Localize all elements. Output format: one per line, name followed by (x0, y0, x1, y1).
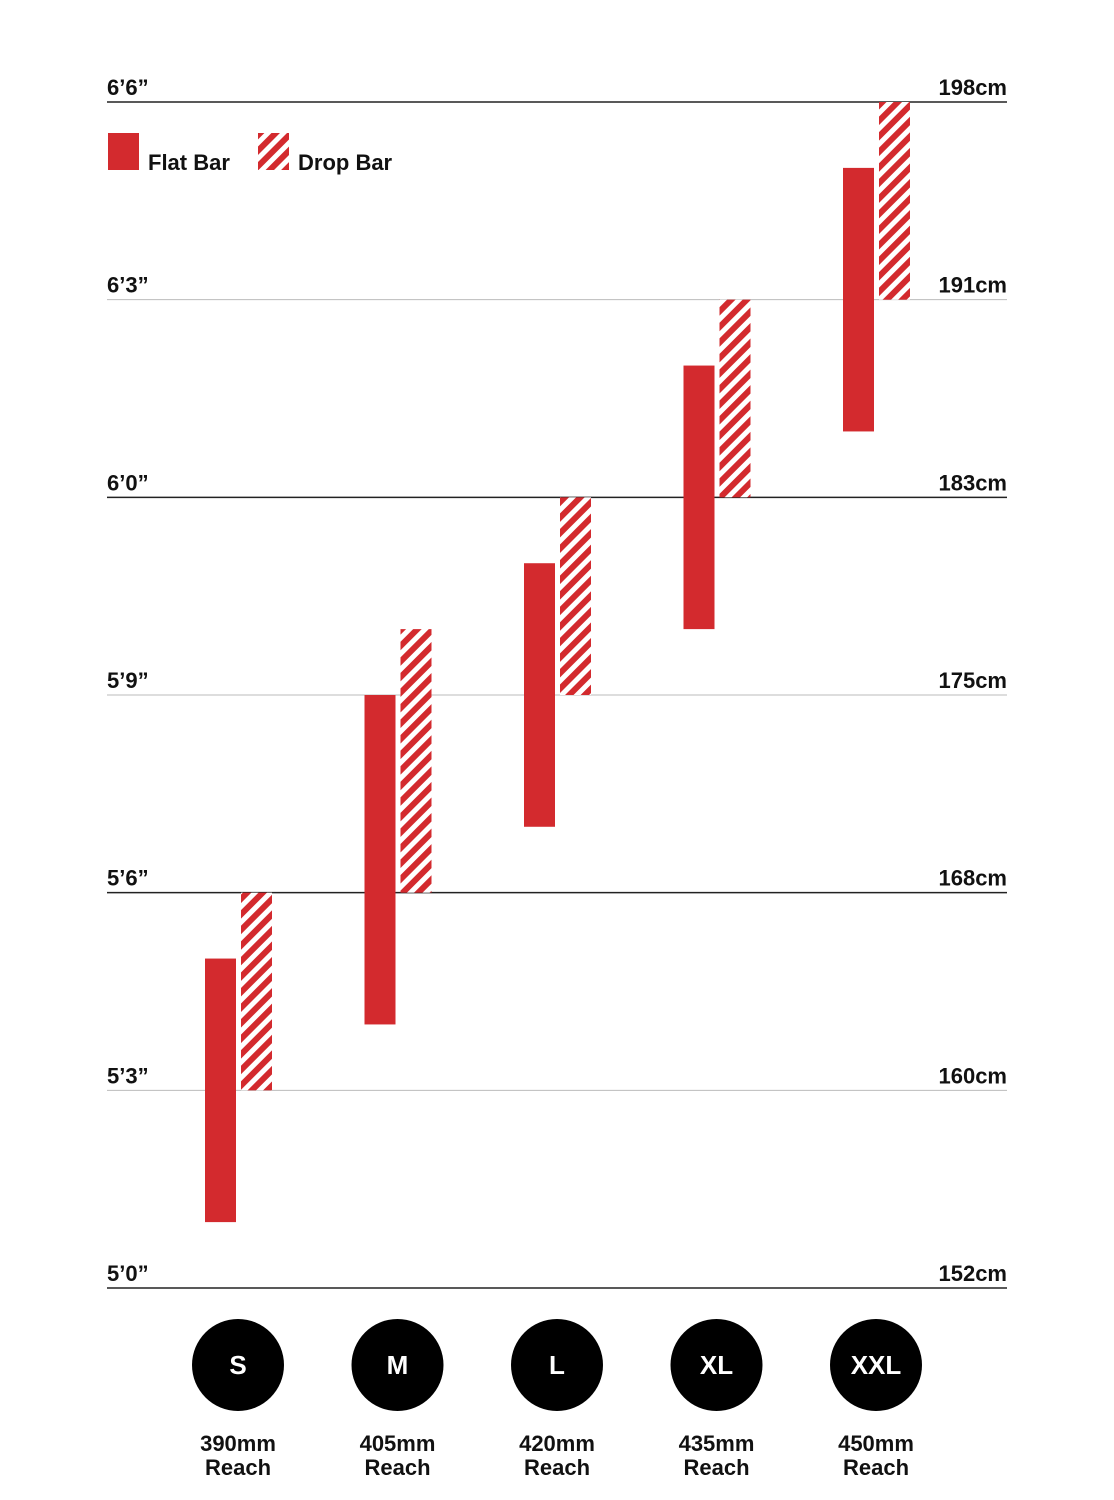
x-tick-label: S (229, 1350, 246, 1380)
range-bar (400, 629, 432, 893)
y-tick-label: 6’3” (107, 273, 149, 298)
reach-label: Reach (205, 1455, 271, 1480)
x-tick-label: L (549, 1350, 565, 1380)
range-bar (364, 695, 396, 1025)
y2-tick-label: 198cm (938, 75, 1007, 100)
legend-swatch (258, 133, 289, 170)
y2-tick-label: 168cm (938, 866, 1007, 891)
y-tick-label: 5’6” (107, 866, 149, 891)
range-bar (843, 167, 874, 432)
y-tick-label: 6’6” (107, 75, 149, 100)
y-tick-label: 6’0” (107, 470, 149, 495)
reach-value: 420mm (519, 1431, 595, 1456)
reach-value: 405mm (360, 1431, 436, 1456)
range-bar (719, 299, 751, 498)
reach-label: Reach (524, 1455, 590, 1480)
reach-value: 450mm (838, 1431, 914, 1456)
range-bar (879, 102, 910, 300)
reach-label: Reach (364, 1455, 430, 1480)
y-tick-label: 5’9” (107, 668, 149, 693)
y-tick-label: 5’3” (107, 1063, 149, 1088)
y2-tick-label: 160cm (938, 1063, 1007, 1088)
reach-label: Reach (843, 1455, 909, 1480)
reach-value: 390mm (200, 1431, 276, 1456)
size-badge (670, 1319, 763, 1411)
range-bar (241, 892, 272, 1091)
x-tick-label: XXL (851, 1350, 902, 1380)
range-bar (560, 497, 591, 695)
size-badge (511, 1319, 603, 1411)
y2-tick-label: 175cm (938, 668, 1007, 693)
x-tick-label: XL (700, 1350, 733, 1380)
size-badge (351, 1319, 444, 1411)
range-bar (683, 365, 715, 630)
x-tick-label: M (387, 1350, 409, 1380)
legend-label: Flat Bar (148, 150, 230, 175)
range-bar (205, 958, 236, 1223)
reach-value: 435mm (679, 1431, 755, 1456)
y2-tick-label: 183cm (938, 470, 1007, 495)
range-bar (524, 563, 555, 827)
reach-label: Reach (683, 1455, 749, 1480)
legend-swatch (108, 133, 139, 170)
size-badge (192, 1319, 284, 1411)
y-tick-label: 5’0” (107, 1261, 149, 1286)
legend-label: Drop Bar (298, 150, 393, 175)
y2-tick-label: 152cm (938, 1261, 1007, 1286)
y2-tick-label: 191cm (938, 273, 1007, 298)
size-badge (830, 1319, 922, 1411)
